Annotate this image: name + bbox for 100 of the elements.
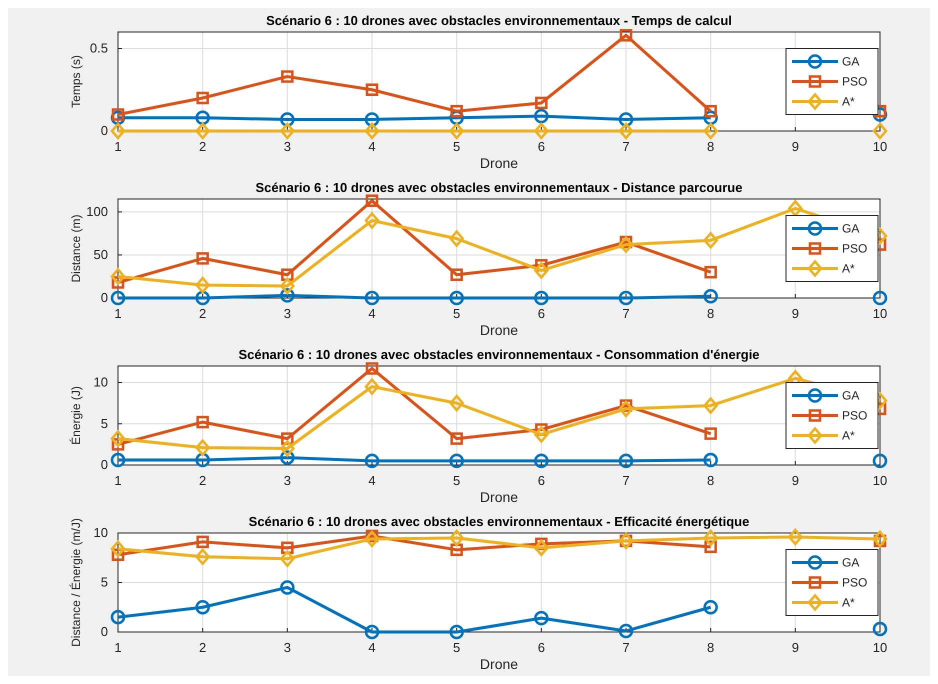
x-tick-label: 5 bbox=[453, 473, 460, 488]
chart-title: Scénario 6 : 10 drones avec obstacles environnementaux - Distance parcourue bbox=[256, 180, 742, 195]
chart-title: Scénario 6 : 10 drones avec obstacles environnementaux - Efficacité énergétique bbox=[248, 514, 750, 529]
point bbox=[449, 530, 464, 546]
x-tick-label: 8 bbox=[707, 640, 714, 655]
point bbox=[703, 397, 718, 414]
point bbox=[534, 262, 549, 279]
x-tick-label: 6 bbox=[538, 640, 545, 655]
x-tick-label: 9 bbox=[792, 640, 799, 655]
y-axis-title: Distance / Énergie (m/J) bbox=[69, 518, 83, 647]
point bbox=[366, 84, 378, 96]
point bbox=[534, 610, 549, 626]
point bbox=[872, 454, 888, 468]
y-tick-label: 10 bbox=[94, 374, 108, 390]
point bbox=[280, 278, 295, 294]
x-tick-label: 2 bbox=[199, 640, 206, 655]
x-tick-label: 7 bbox=[622, 139, 630, 154]
x-tick-label: 10 bbox=[872, 640, 888, 655]
point bbox=[364, 212, 380, 229]
x-tick-label: 3 bbox=[284, 139, 291, 154]
x-tick-label: 5 bbox=[453, 139, 460, 154]
legend-label: GA bbox=[842, 388, 860, 402]
point bbox=[281, 70, 294, 83]
x-tick-label: 2 bbox=[199, 473, 206, 488]
point bbox=[110, 610, 126, 624]
y-tick-label: 10 bbox=[94, 525, 108, 540]
legend-label: A* bbox=[842, 262, 856, 276]
point bbox=[618, 624, 634, 638]
legend-label: GA bbox=[842, 222, 860, 236]
point bbox=[110, 430, 126, 447]
point bbox=[364, 122, 380, 140]
legend-label: A* bbox=[842, 94, 856, 108]
y-axis-title: Énergie (J) bbox=[69, 386, 83, 445]
point bbox=[449, 624, 464, 640]
point bbox=[703, 600, 718, 614]
point bbox=[195, 276, 210, 294]
point bbox=[449, 394, 464, 412]
x-tick-label: 7 bbox=[622, 306, 630, 321]
x-tick-label: 1 bbox=[114, 640, 122, 655]
chart-title: Scénario 6 : 10 drones avec obstacles environnementaux - Temps de calcul bbox=[266, 13, 732, 28]
x-axis-title: Drone bbox=[480, 489, 518, 505]
point bbox=[872, 622, 888, 636]
point bbox=[110, 540, 126, 558]
chart-title: Scénario 6 : 10 drones avec obstacles environnementaux - Consommation d'énergie bbox=[238, 347, 760, 362]
legend-label: A* bbox=[842, 428, 856, 442]
point bbox=[872, 290, 888, 306]
point bbox=[366, 362, 378, 375]
point bbox=[196, 536, 209, 548]
point bbox=[788, 200, 803, 217]
point bbox=[196, 252, 209, 265]
point bbox=[364, 454, 380, 468]
point bbox=[618, 290, 634, 306]
point bbox=[110, 122, 126, 140]
point bbox=[704, 104, 717, 118]
point bbox=[703, 232, 718, 249]
point bbox=[872, 122, 888, 140]
y-tick-label: 5 bbox=[100, 574, 108, 590]
y-tick-label: 100 bbox=[86, 204, 108, 219]
point bbox=[535, 96, 548, 110]
point bbox=[280, 550, 295, 567]
point bbox=[195, 110, 210, 126]
legend-label: GA bbox=[842, 556, 860, 570]
point bbox=[618, 236, 634, 253]
point bbox=[450, 544, 463, 556]
point bbox=[872, 530, 888, 548]
x-axis-title: Drone bbox=[480, 322, 518, 338]
x-tick-label: 10 bbox=[872, 306, 888, 321]
x-tick-label: 4 bbox=[368, 306, 376, 321]
x-tick-label: 6 bbox=[538, 139, 545, 154]
point bbox=[620, 29, 632, 42]
point bbox=[618, 122, 634, 140]
point bbox=[703, 530, 718, 546]
x-tick-label: 1 bbox=[114, 139, 122, 154]
x-tick-label: 3 bbox=[284, 640, 291, 655]
x-tick-label: 8 bbox=[707, 306, 714, 321]
point bbox=[703, 122, 718, 140]
point bbox=[703, 452, 718, 468]
x-tick-label: 6 bbox=[538, 473, 545, 488]
x-tick-label: 4 bbox=[368, 473, 376, 488]
legend-label: PSO bbox=[842, 74, 868, 88]
y-tick-label: 0 bbox=[100, 457, 108, 472]
x-tick-label: 2 bbox=[199, 306, 206, 321]
x-tick-label: 9 bbox=[792, 473, 799, 488]
x-tick-label: 9 bbox=[792, 306, 799, 321]
x-tick-label: 7 bbox=[622, 640, 630, 655]
legend-label: A* bbox=[842, 596, 856, 610]
point bbox=[112, 108, 124, 121]
x-tick-label: 7 bbox=[622, 473, 630, 488]
point bbox=[449, 290, 464, 306]
point bbox=[195, 290, 210, 306]
x-axis-title: Drone bbox=[480, 155, 518, 171]
point bbox=[534, 426, 549, 443]
point bbox=[704, 266, 717, 278]
point bbox=[449, 122, 464, 140]
point bbox=[364, 290, 380, 306]
point bbox=[280, 580, 295, 595]
legend-label: PSO bbox=[842, 408, 868, 422]
y-tick-label: 0 bbox=[100, 290, 108, 305]
point bbox=[195, 548, 210, 566]
point bbox=[110, 268, 126, 285]
